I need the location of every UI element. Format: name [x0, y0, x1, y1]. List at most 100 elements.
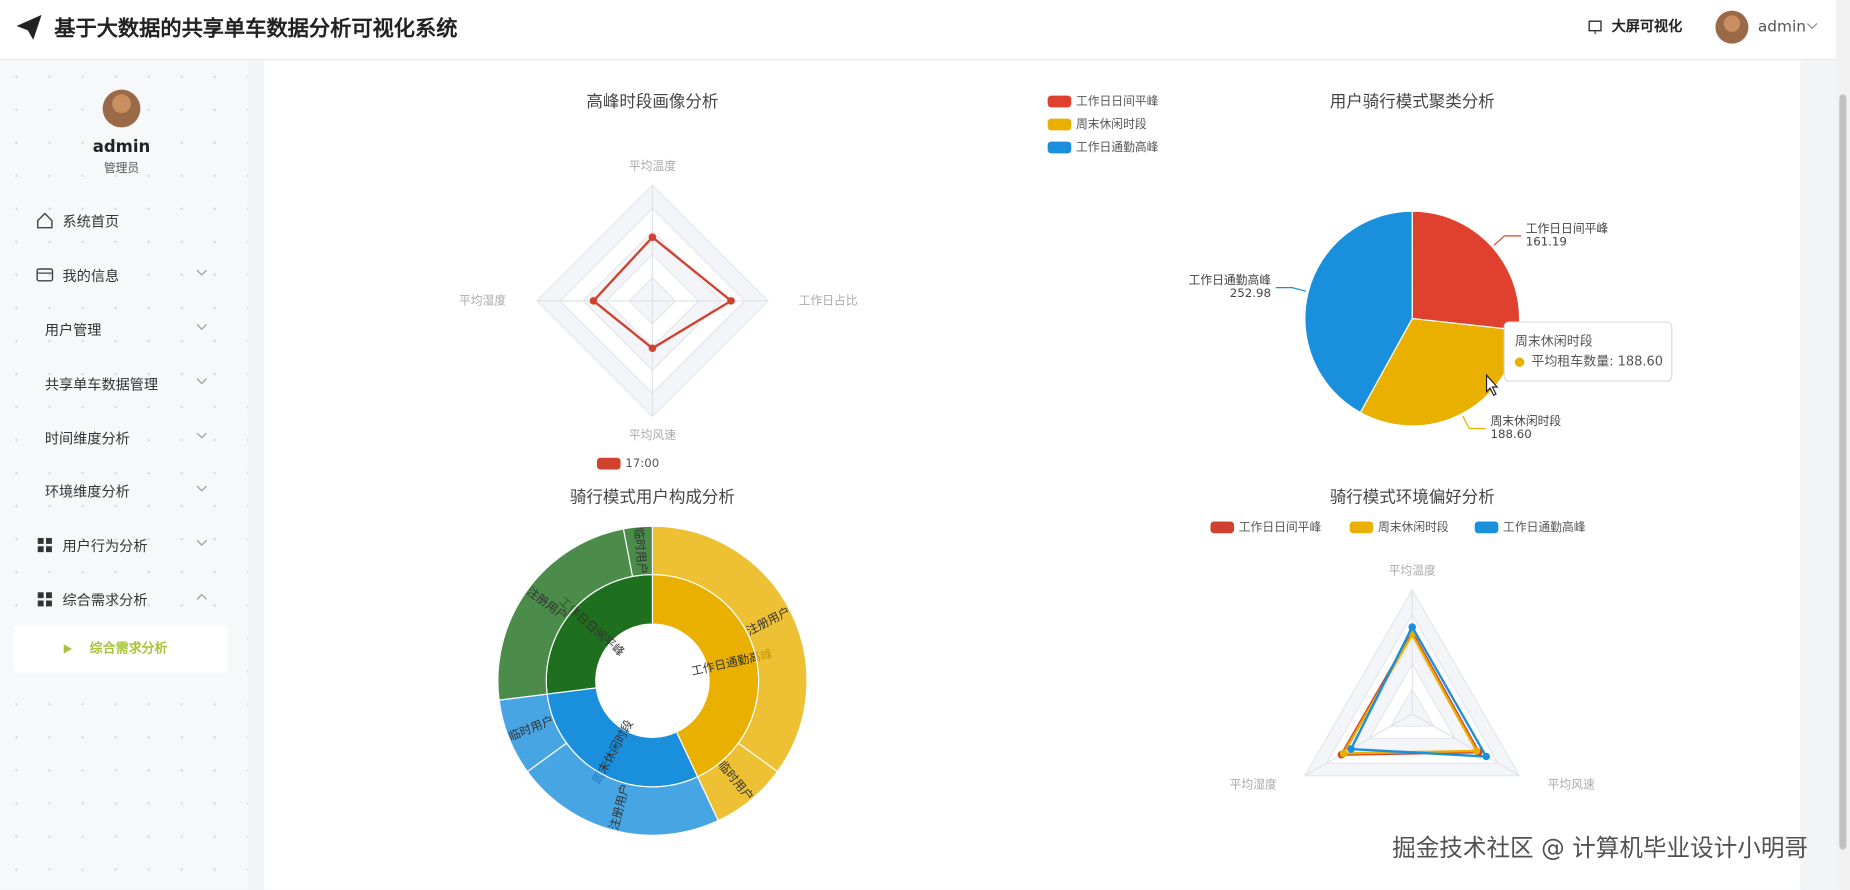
chevron	[196, 485, 207, 492]
menu-item[interactable]: 系统首页	[0, 203, 236, 238]
icon-shape	[46, 600, 52, 607]
radar-indicator: 平均温度	[1389, 564, 1436, 578]
menu-icon	[37, 212, 53, 229]
menu-chevron	[196, 593, 207, 600]
chevron	[196, 269, 207, 276]
menu-label[interactable]: 系统首页	[62, 212, 120, 230]
legend-label: 工作日通勤高峰	[1076, 140, 1159, 154]
menu-chevron	[196, 485, 207, 492]
radar-point	[648, 344, 657, 353]
menu-item[interactable]: 环境维度分析	[0, 473, 236, 508]
active-submenu-bg	[14, 625, 228, 673]
scroll-thumb[interactable]	[1839, 94, 1847, 850]
menu-label[interactable]: 我的信息	[62, 267, 120, 284]
menu-label[interactable]: 时间维度分析	[44, 430, 130, 447]
menu-item[interactable]: 时间维度分析	[0, 420, 236, 455]
radar-indicator: 平均湿度	[459, 293, 506, 307]
menu-item[interactable]: 用户管理	[0, 311, 236, 346]
cursor	[1485, 373, 1499, 397]
legend-swatch	[596, 457, 621, 470]
sidebar: 系统首页 我的信息 用户管理 共享单车数据管理 时间维度分析 环境维度分析 用户行为分析 综合…	[0, 60, 248, 890]
legend-label: 17:00	[625, 456, 659, 470]
icon-shape	[46, 546, 52, 553]
tooltip-text: 平均租车数量: 188.60	[1531, 354, 1663, 370]
radar-point	[1347, 745, 1355, 753]
menu-label[interactable]: 综合需求分析	[62, 591, 148, 609]
pie-value-label: 188.60	[1490, 427, 1531, 441]
chevron	[196, 324, 207, 330]
icon-shape	[37, 537, 44, 544]
menu-chevron	[196, 378, 207, 385]
pie-label: 工作日日间平峰	[1526, 221, 1609, 235]
sunburst-outer-label: 临时用户	[631, 527, 649, 575]
legend-label: 工作日日间平峰	[1239, 520, 1322, 534]
radar-point	[1472, 747, 1481, 755]
menu-chevron	[196, 269, 207, 276]
icon-shape	[37, 546, 44, 553]
header-graphics: 基于大数据的共享单车数据分析可视化系统 大屏可视化 admin	[16, 10, 1818, 44]
menu-label[interactable]: 共享单车数据管理	[44, 375, 159, 393]
radar-point	[1339, 749, 1348, 758]
app-title: 基于大数据的共享单车数据分析可视化系统	[54, 15, 457, 41]
radar-point	[1408, 623, 1416, 631]
legend-swatch	[1210, 521, 1235, 534]
menu-item[interactable]: 综合需求分析	[0, 582, 236, 617]
radar-point	[727, 297, 735, 305]
menu-label[interactable]: 用户行为分析	[62, 537, 148, 554]
tooltip-title: 周末休闲时段	[1515, 335, 1593, 350]
radar-point	[589, 297, 598, 305]
sidebar-role: 管理员	[104, 161, 140, 175]
chart-title: 骑行模式环境偏好分析	[1330, 487, 1495, 506]
screen-link[interactable]: 大屏可视化	[1612, 18, 1683, 35]
legend-label: 周末休闲时段	[1076, 117, 1147, 131]
menu-icon	[37, 537, 52, 553]
sunburst-outer	[622, 525, 654, 578]
tooltip-dot	[1514, 357, 1525, 367]
menu-label[interactable]: 环境维度分析	[44, 483, 130, 500]
menu-label[interactable]: 用户管理	[44, 321, 102, 339]
legend-label: 周末休闲时段	[1378, 520, 1449, 534]
menu-item[interactable]: 用户行为分析	[0, 527, 236, 562]
chevron	[196, 378, 207, 385]
radar-line	[1349, 624, 1489, 758]
radar-point	[1482, 752, 1491, 761]
submenu-item[interactable]: 综合需求分析	[90, 640, 168, 656]
sunburst-outer	[651, 525, 808, 773]
radar-indicator: 平均风速	[1548, 778, 1595, 792]
radar-point	[648, 233, 657, 242]
legend-label: 工作日日间平峰	[1076, 94, 1159, 108]
radar-indicator: 工作日占比	[799, 293, 858, 307]
pie-slice	[1411, 210, 1521, 331]
menu-item[interactable]: 共享单车数据管理	[0, 366, 236, 401]
icon-shape	[37, 212, 53, 229]
icon-shape	[37, 592, 44, 599]
pie-leader	[1493, 235, 1521, 246]
legend-swatch	[1047, 141, 1072, 154]
watermark: 掘金技术社区 @ 计算机毕业设计小明哥	[1392, 834, 1808, 862]
legend-swatch	[1474, 521, 1499, 534]
radar-indicator: 平均湿度	[1230, 778, 1277, 792]
chart-title: 骑行模式用户构成分析	[570, 487, 735, 506]
avatar-face	[1723, 15, 1741, 32]
icon-shape	[46, 537, 52, 544]
chevron	[196, 432, 207, 439]
icon-shape	[46, 592, 52, 599]
user-chevron	[1807, 23, 1818, 30]
menu-item[interactable]: 我的信息	[0, 257, 236, 292]
header-user[interactable]: admin	[1758, 18, 1806, 36]
radar-indicator: 平均温度	[629, 159, 676, 173]
menu-chevron	[196, 432, 207, 439]
tooltip	[1503, 321, 1673, 382]
menu-icon	[36, 268, 54, 282]
pie-slice	[1304, 210, 1413, 414]
logo-icon	[16, 14, 42, 40]
pie-leader	[1462, 415, 1486, 430]
scrollbar[interactable]	[1835, 0, 1850, 890]
radar-indicator: 平均风速	[629, 428, 676, 442]
pie-label: 周末休闲时段	[1490, 414, 1561, 428]
radar-axis	[1411, 713, 1520, 777]
menu-chevron	[196, 324, 207, 330]
avatar-face	[112, 94, 131, 114]
pie-value-label: 161.19	[1526, 234, 1567, 248]
